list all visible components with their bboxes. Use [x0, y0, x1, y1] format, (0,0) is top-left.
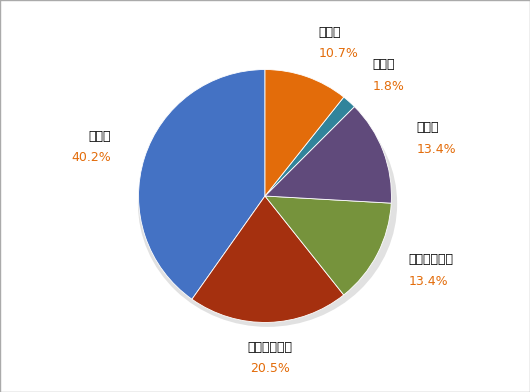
Wedge shape	[265, 196, 391, 295]
Text: ハイブリッド: ハイブリッド	[409, 253, 454, 266]
Text: その他: その他	[319, 26, 341, 39]
Text: 伝送部: 伝送部	[416, 121, 439, 134]
Wedge shape	[265, 107, 392, 203]
Wedge shape	[265, 69, 344, 196]
Ellipse shape	[138, 80, 397, 327]
Text: 13.4%: 13.4%	[416, 143, 456, 156]
Text: 太陽光の追跡: 太陽光の追跡	[247, 341, 292, 354]
Wedge shape	[265, 97, 355, 196]
Text: 散光部: 散光部	[373, 58, 395, 71]
Text: 1.8%: 1.8%	[373, 80, 405, 93]
Text: 13.4%: 13.4%	[409, 275, 448, 288]
Wedge shape	[192, 196, 344, 323]
Text: 集光部: 集光部	[89, 130, 111, 143]
Wedge shape	[138, 69, 265, 299]
Text: 10.7%: 10.7%	[319, 47, 358, 60]
Text: 20.5%: 20.5%	[250, 362, 289, 375]
Text: 40.2%: 40.2%	[71, 151, 111, 164]
